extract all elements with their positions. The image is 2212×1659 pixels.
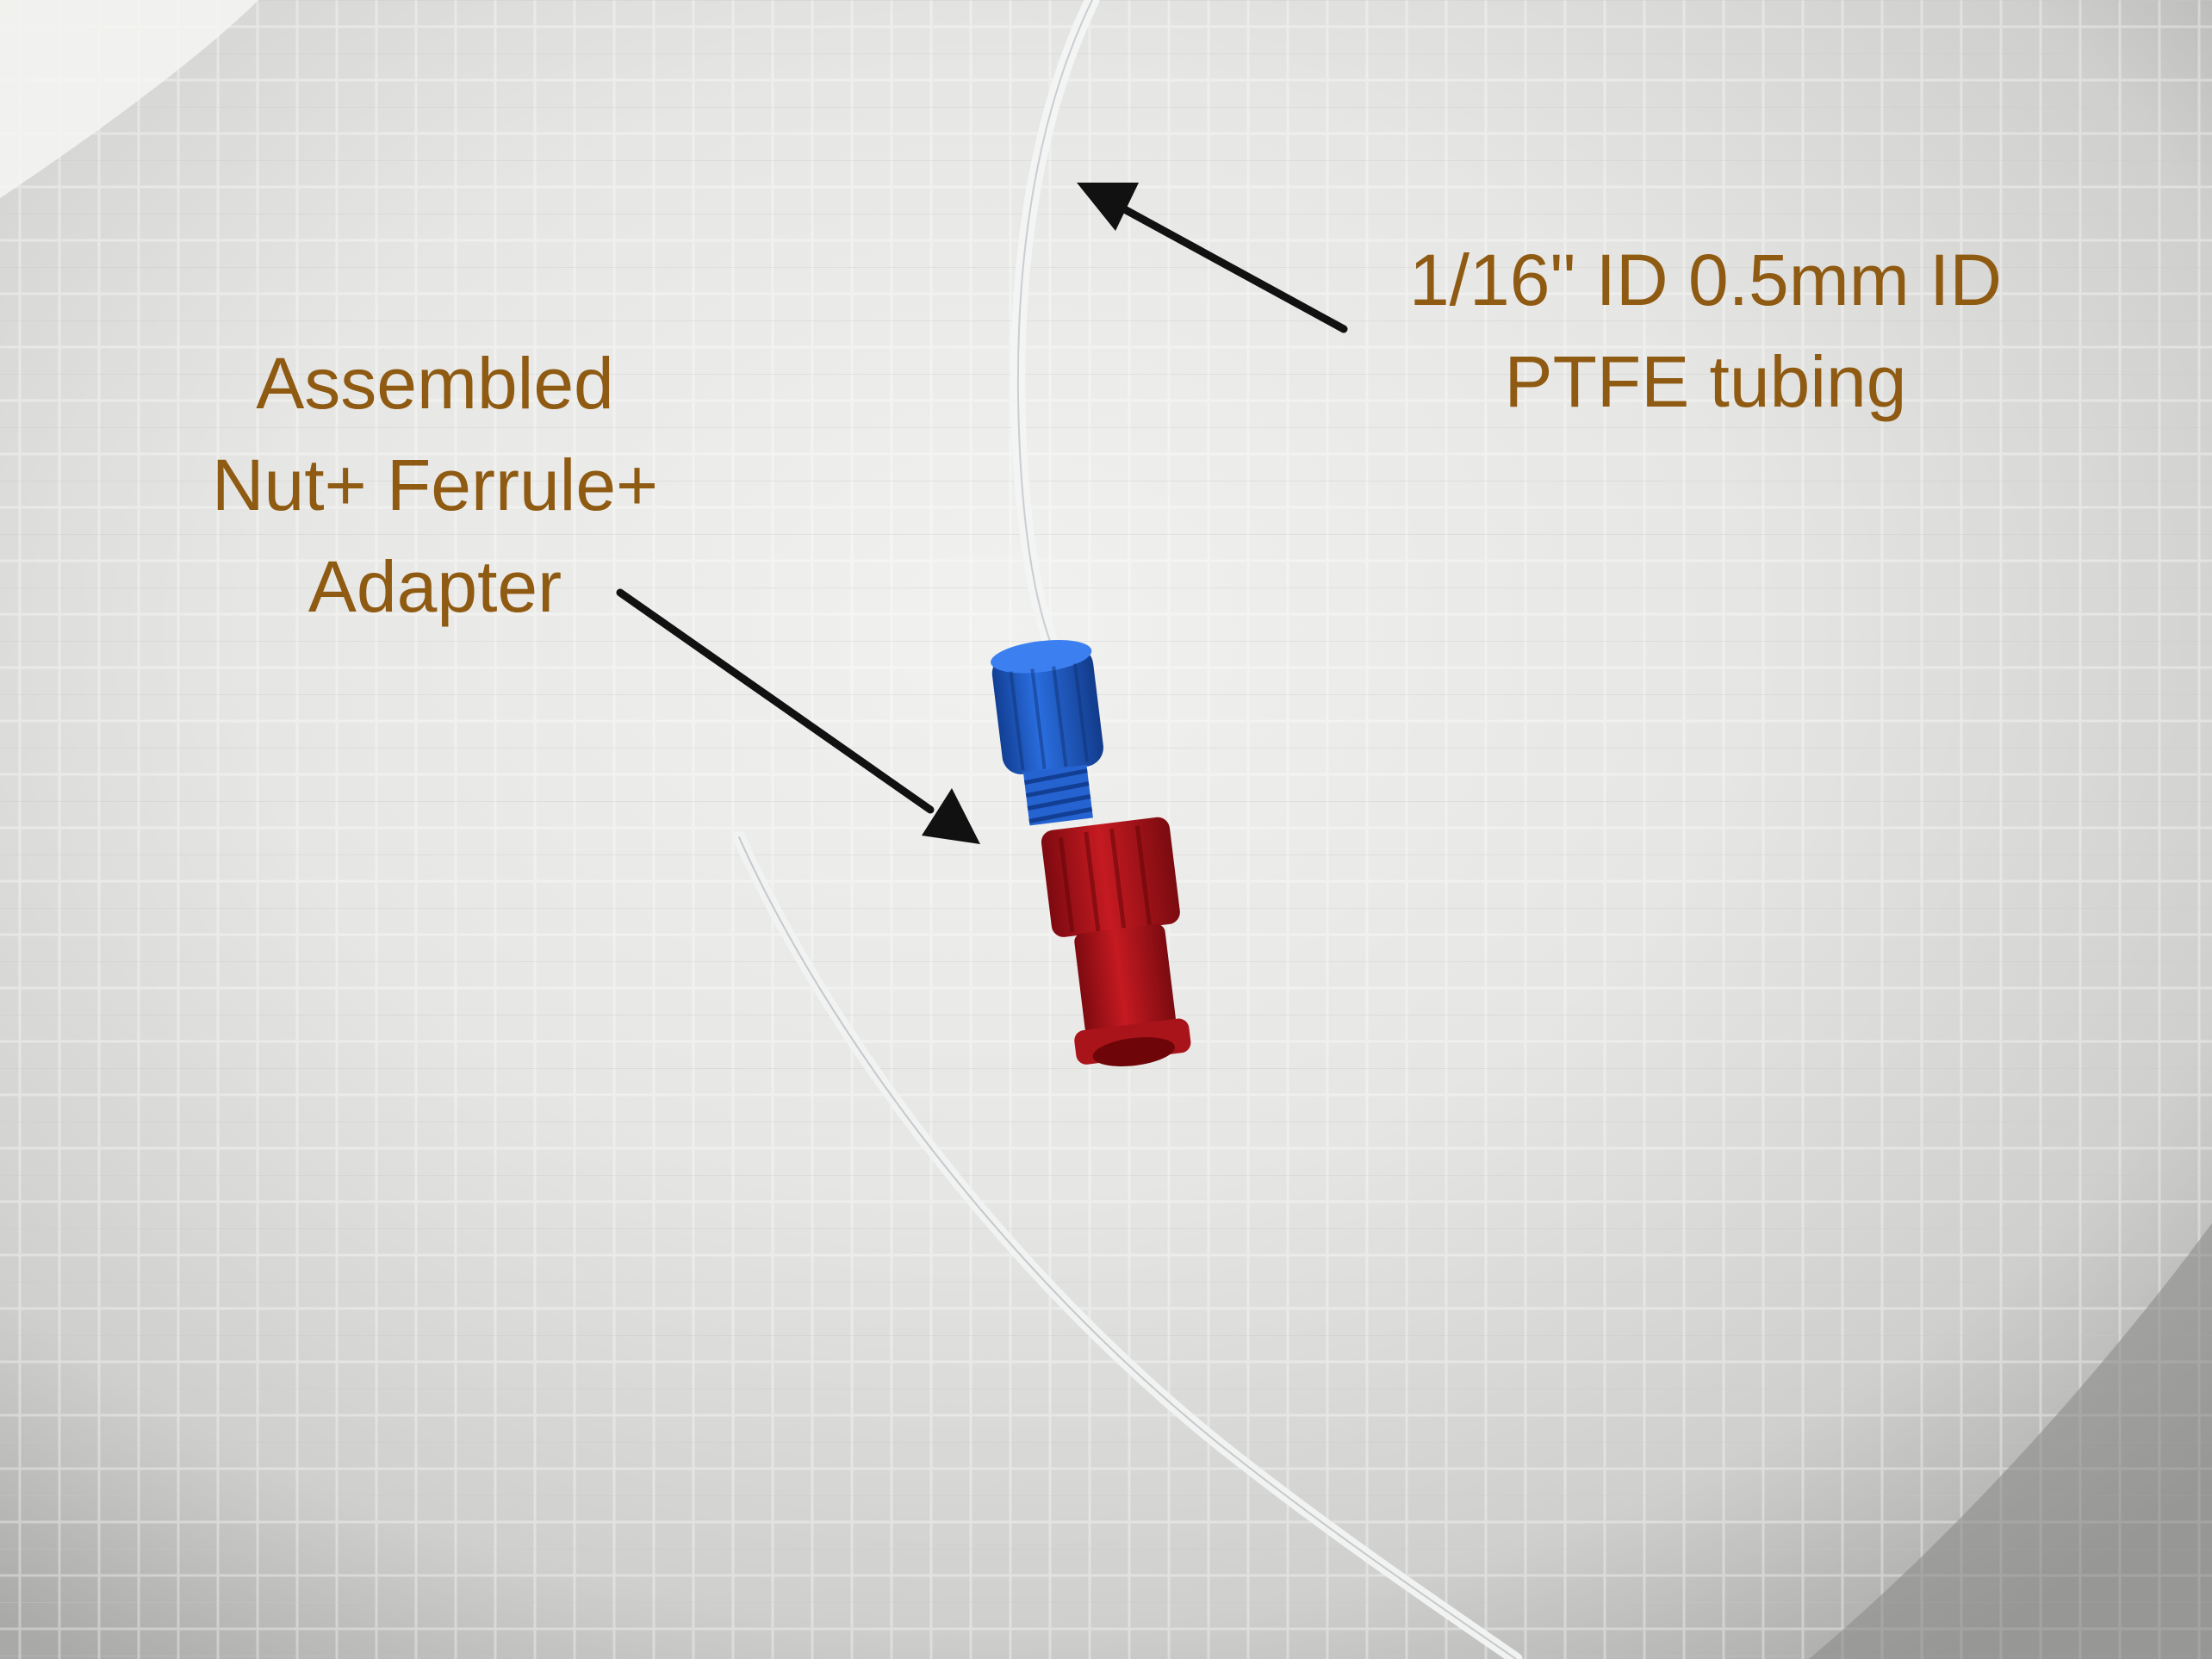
assembly-annotation: Assembled Nut+ Ferrule+ Adapter bbox=[103, 332, 767, 637]
tubing-annotation: 1/16" ID 0.5mm ID PTFE tubing bbox=[1309, 229, 2102, 432]
assembly-annotation-line2: Nut+ Ferrule+ bbox=[103, 434, 767, 536]
assembly-annotation-line3: Adapter bbox=[103, 536, 767, 637]
assembly-annotation-line1: Assembled bbox=[103, 332, 767, 434]
tubing-annotation-line1: 1/16" ID 0.5mm ID bbox=[1309, 229, 2102, 331]
tubing-annotation-line2: PTFE tubing bbox=[1309, 331, 2102, 432]
